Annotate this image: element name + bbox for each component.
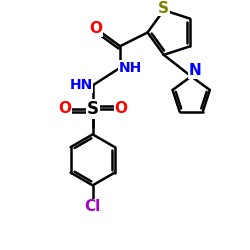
Text: HN: HN (69, 78, 92, 92)
Text: O: O (58, 102, 71, 116)
Text: N: N (189, 63, 202, 78)
Text: O: O (114, 102, 128, 116)
Text: O: O (89, 21, 102, 36)
Text: Cl: Cl (84, 200, 101, 214)
Text: NH: NH (118, 61, 142, 75)
Text: S: S (87, 100, 99, 118)
Text: S: S (158, 1, 169, 16)
